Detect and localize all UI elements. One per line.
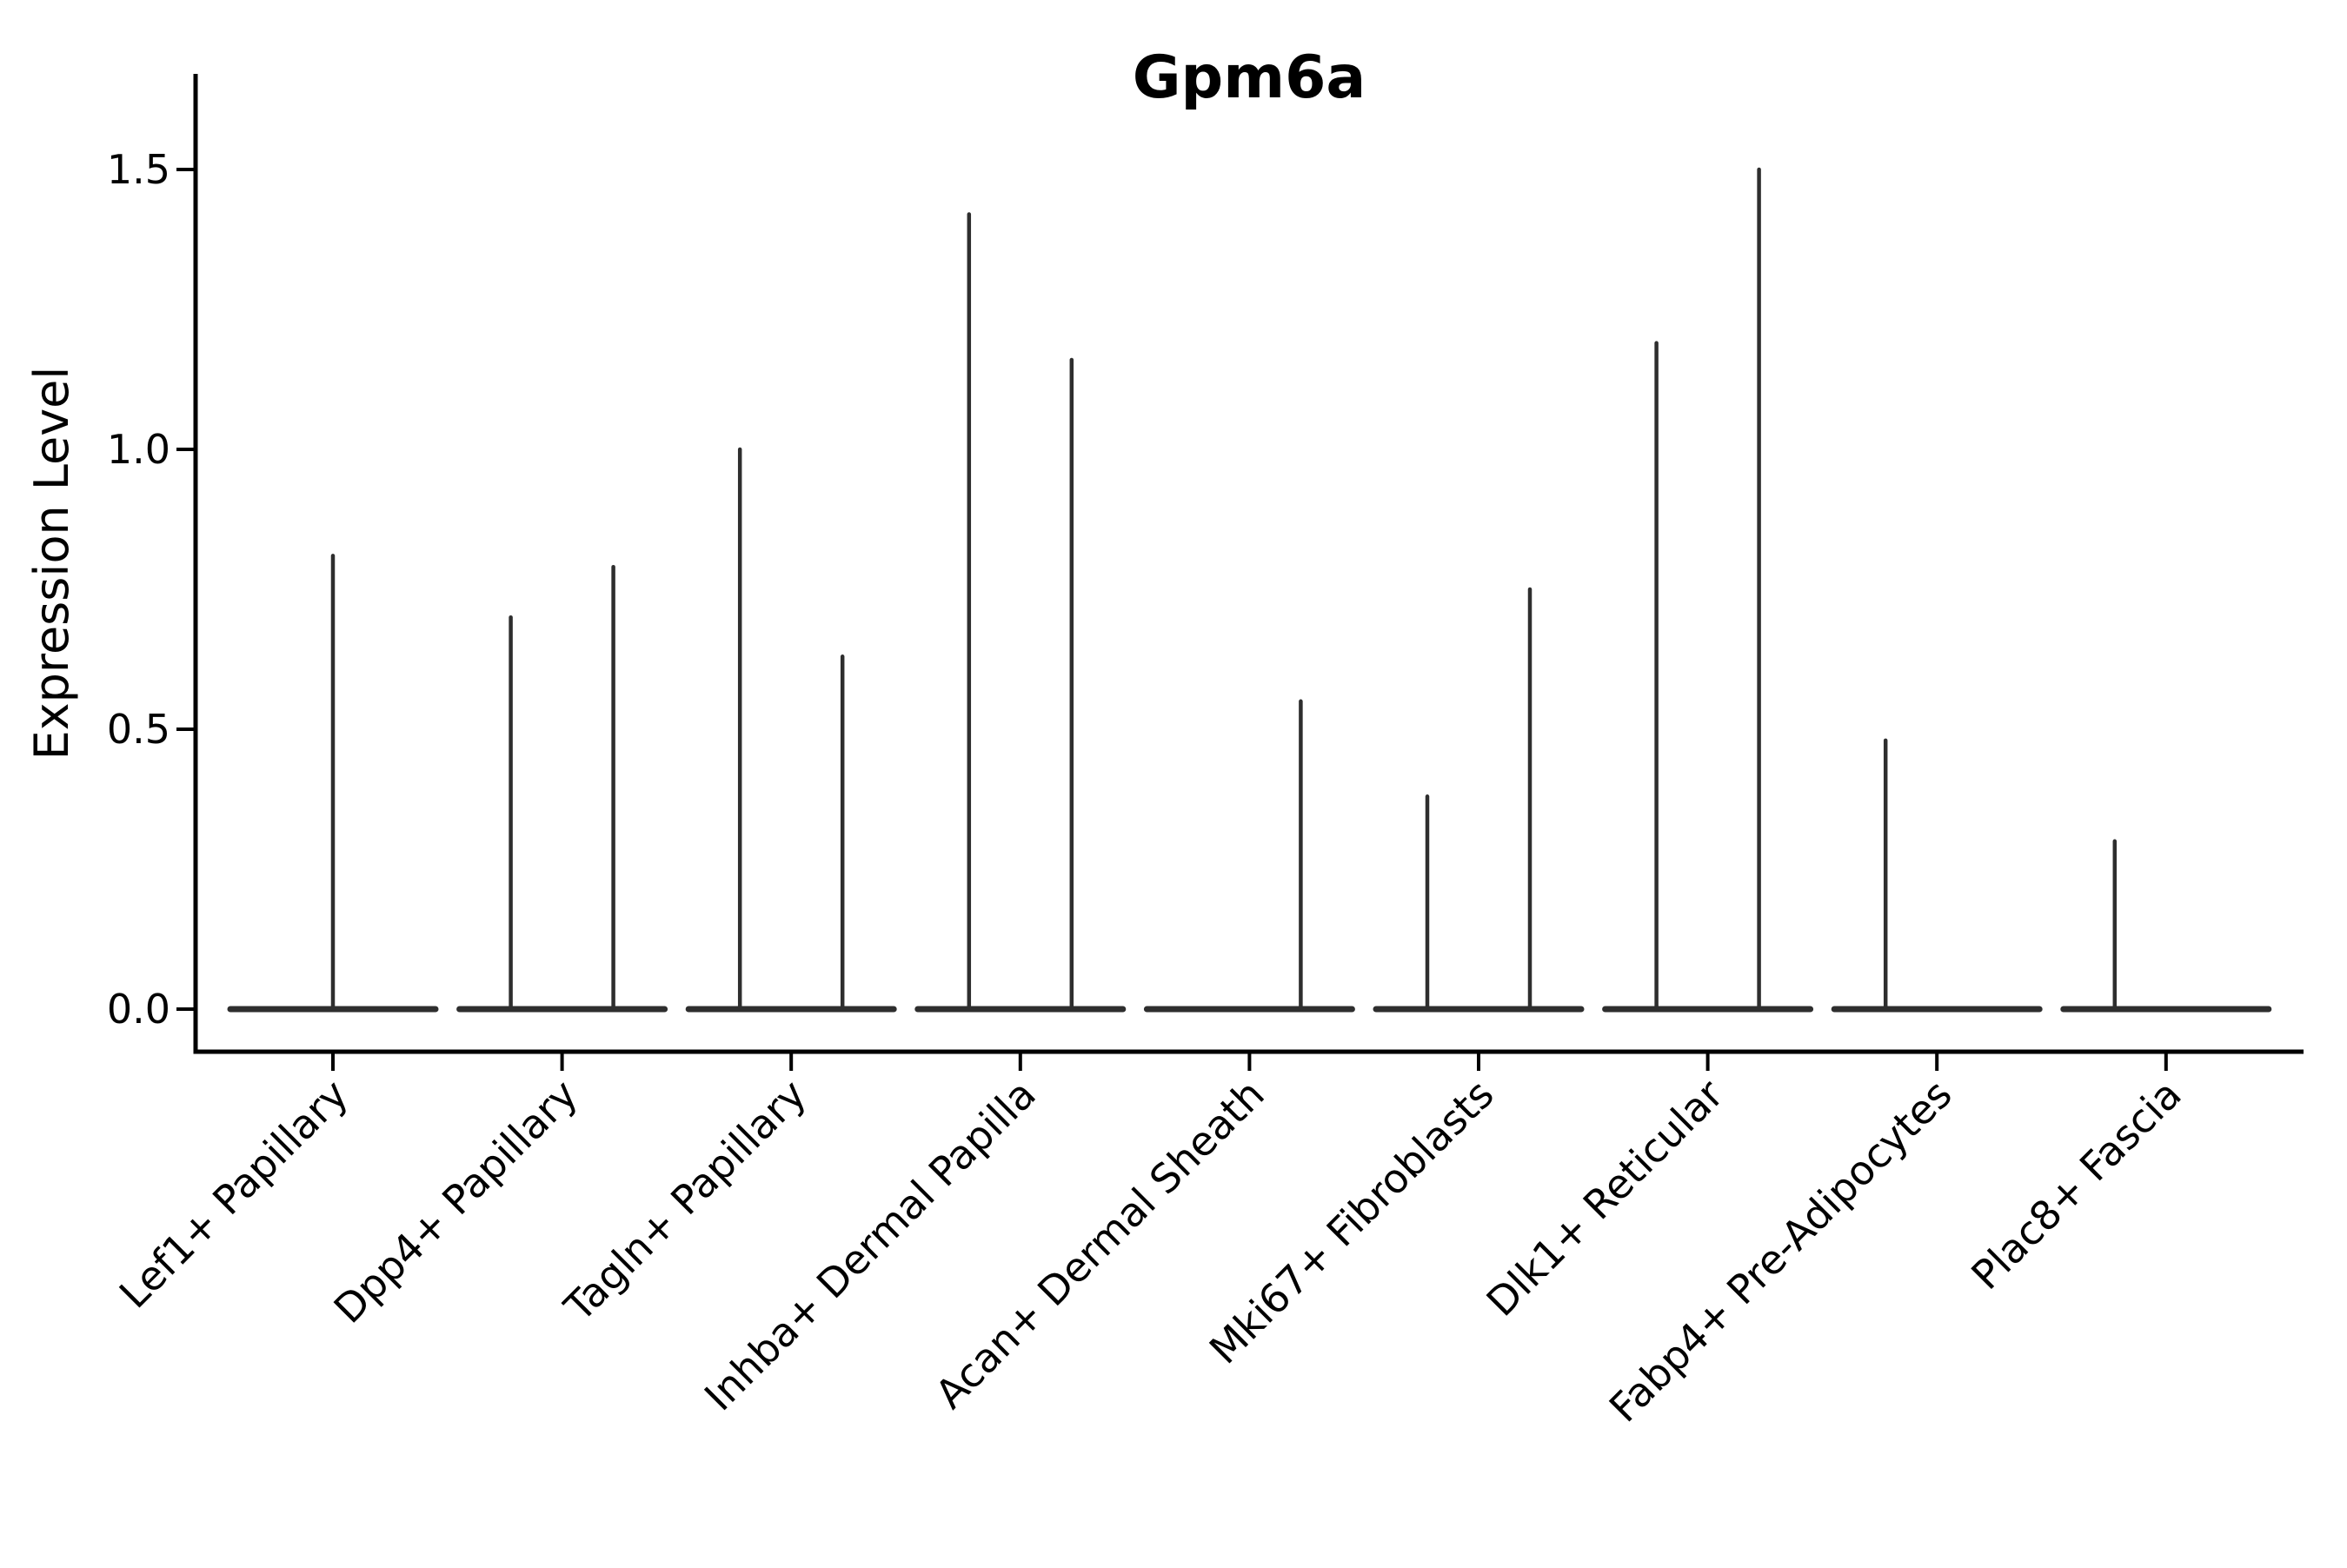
y-tick-label-2: 1.0 <box>107 426 170 473</box>
chart-title: Gpm6a <box>1133 43 1366 112</box>
y-tick-label-0: 0.0 <box>107 986 170 1033</box>
plot-geometry <box>176 74 2304 1071</box>
y-axis-label: Expression Level <box>24 367 79 761</box>
x-tick-label-1: Dpp4+ Papillary <box>325 1071 587 1332</box>
x-tick-label-0: Lef1+ Papillary <box>110 1071 357 1318</box>
x-tick-label-8: Plac8+ Fascia <box>1962 1071 2190 1299</box>
x-tick-label-2: Tagln+ Papillary <box>555 1071 815 1332</box>
y-tick-label-1: 0.5 <box>107 706 170 753</box>
x-tick-label-6: Dlk1+ Reticular <box>1478 1071 1732 1325</box>
y-tick-label-3: 1.5 <box>107 146 170 193</box>
